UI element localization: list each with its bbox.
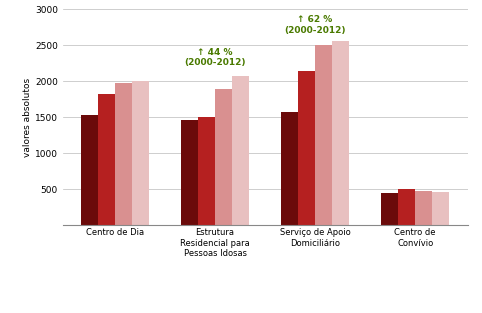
- Bar: [398, 189, 415, 225]
- Bar: [332, 41, 349, 225]
- Bar: [232, 76, 249, 225]
- Bar: [415, 191, 432, 225]
- Bar: [381, 193, 398, 225]
- Bar: [298, 70, 315, 225]
- Bar: [115, 83, 132, 225]
- Legend: 2000, 2005, 2010, 2012: 2000, 2005, 2010, 2012: [180, 312, 350, 313]
- Bar: [432, 192, 449, 225]
- Bar: [181, 120, 198, 225]
- Bar: [215, 89, 232, 225]
- Text: ↑ 44 %
(2000-2012): ↑ 44 % (2000-2012): [184, 48, 246, 67]
- Bar: [315, 45, 332, 225]
- Bar: [198, 117, 215, 225]
- Y-axis label: valores absolutos: valores absolutos: [23, 78, 32, 157]
- Bar: [281, 112, 298, 225]
- Text: ↑ 62 %
(2000-2012): ↑ 62 % (2000-2012): [284, 15, 346, 35]
- Bar: [98, 94, 115, 225]
- Bar: [81, 115, 98, 225]
- Bar: [132, 81, 149, 225]
